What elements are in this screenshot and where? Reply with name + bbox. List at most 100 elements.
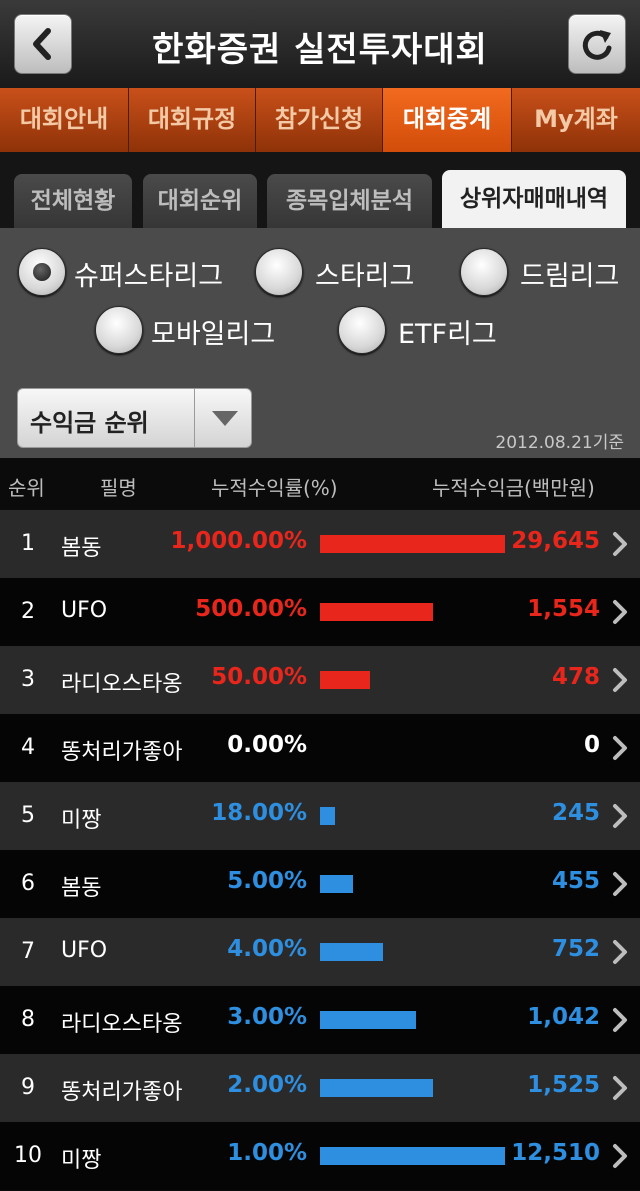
league-radio-star[interactable]: 스타리그: [255, 248, 425, 298]
dropdown-divider: [194, 389, 195, 447]
row-profit-amount: 1,525: [527, 1072, 600, 1098]
radio-circle: [460, 248, 508, 296]
chevron-right-icon: [613, 736, 627, 760]
row-return-rate: 2.00%: [227, 1072, 307, 1098]
row-profit-bar: [320, 943, 383, 961]
header-rank: 순위: [8, 476, 45, 500]
header-rate: 누적수익률(%): [211, 476, 338, 500]
league-radio-dream[interactable]: 드림리그: [460, 248, 630, 298]
row-return-rate: 4.00%: [227, 936, 307, 962]
league-label: 슈퍼스타리그: [74, 261, 224, 292]
chevron-left-icon: [33, 28, 51, 60]
row-nickname: 라디오스타옹: [61, 1012, 183, 1037]
subtab-top-trades[interactable]: 상위자매매내역: [442, 170, 626, 228]
row-nickname: 봄동: [61, 876, 102, 901]
back-button[interactable]: [14, 14, 72, 74]
league-radio-etf[interactable]: ETF리그: [338, 306, 518, 356]
main-tab-bar: 대회안내 대회규정 참가신청 대회중계 My계좌: [0, 88, 640, 152]
league-radio-superstar[interactable]: 슈퍼스타리그: [18, 248, 228, 298]
row-profit-amount: 245: [551, 800, 600, 826]
row-nickname: 봄동: [61, 536, 102, 561]
row-rank: 8: [21, 1007, 35, 1032]
table-row[interactable]: 9 똥처리가좋아 2.00% 1,525: [0, 1054, 640, 1122]
table-header: 순위 필명 누적수익률(%) 누적수익금(백만원): [0, 458, 640, 510]
row-return-rate: 50.00%: [211, 664, 307, 690]
row-nickname: 똥처리가좋아: [61, 1080, 183, 1105]
row-nickname: 똥처리가좋아: [61, 740, 183, 765]
table-row[interactable]: 3 라디오스타옹 50.00% 478: [0, 646, 640, 714]
table-row[interactable]: 7 UFO 4.00% 752: [0, 918, 640, 986]
header-amount: 누적수익금(백만원): [432, 476, 595, 500]
row-nickname: 미짱: [61, 808, 102, 833]
row-rank: 7: [21, 939, 35, 964]
row-nickname: UFO: [61, 938, 108, 963]
row-rank: 5: [21, 803, 35, 828]
app-header: 한화증권 실전투자대회: [0, 0, 640, 89]
row-return-rate: 0.00%: [227, 732, 307, 758]
table-row[interactable]: 8 라디오스타옹 3.00% 1,042: [0, 986, 640, 1054]
row-profit-bar: [320, 875, 353, 893]
table-row[interactable]: 1 봄동 1,000.00% 29,645: [0, 510, 640, 578]
league-label: 스타리그: [315, 261, 415, 292]
row-nickname: UFO: [61, 598, 108, 623]
chevron-right-icon: [613, 940, 627, 964]
row-nickname: 라디오스타옹: [61, 672, 183, 697]
sort-dropdown-value: 수익금 순위: [30, 409, 149, 437]
row-return-rate: 5.00%: [227, 868, 307, 894]
refresh-button[interactable]: [568, 14, 626, 74]
table-row[interactable]: 6 봄동 5.00% 455: [0, 850, 640, 918]
row-rank: 4: [21, 735, 35, 760]
tab-contest-broadcast[interactable]: 대회중계: [383, 88, 512, 152]
row-profit-bar: [320, 1011, 416, 1029]
league-label: 드림리그: [520, 261, 620, 292]
row-rank: 9: [21, 1075, 35, 1100]
radio-circle: [95, 306, 143, 354]
row-rank: 10: [14, 1143, 42, 1168]
row-rank: 2: [21, 599, 35, 624]
table-row[interactable]: 5 미짱 18.00% 245: [0, 782, 640, 850]
row-profit-amount: 0: [583, 732, 600, 758]
table-row[interactable]: 2 UFO 500.00% 1,554: [0, 578, 640, 646]
radio-dot: [33, 263, 51, 281]
chevron-right-icon: [613, 1076, 627, 1100]
subtab-stock-analysis[interactable]: 종목입체분석: [267, 174, 432, 228]
row-profit-amount: 12,510: [511, 1140, 600, 1166]
row-nickname: 미짱: [61, 1148, 102, 1173]
league-label: ETF리그: [398, 319, 497, 350]
chevron-right-icon: [613, 872, 627, 896]
row-profit-amount: 455: [551, 868, 600, 894]
tab-my-account[interactable]: My계좌: [512, 88, 640, 152]
chevron-right-icon: [613, 600, 627, 624]
row-profit-amount: 29,645: [511, 528, 600, 554]
subtab-ranking[interactable]: 대회순위: [143, 174, 257, 228]
row-profit-bar: [320, 535, 505, 553]
tab-apply[interactable]: 참가신청: [256, 88, 383, 152]
row-rank: 3: [21, 667, 35, 692]
header-name: 필명: [100, 476, 137, 500]
row-profit-amount: 1,042: [527, 1004, 600, 1030]
tab-contest-info[interactable]: 대회안내: [0, 88, 129, 152]
row-profit-amount: 478: [551, 664, 600, 690]
filter-panel: 슈퍼스타리그 스타리그 드림리그 모바일리그 ETF리그 수익금 순위 2012…: [0, 228, 640, 458]
row-rank: 6: [21, 871, 35, 896]
league-radio-mobile[interactable]: 모바일리그: [95, 306, 295, 356]
sub-tab-bar: 전체현황 대회순위 종목입체분석 상위자매매내역: [0, 152, 640, 228]
chevron-right-icon: [613, 1144, 627, 1168]
chevron-right-icon: [613, 668, 627, 692]
table-row[interactable]: 10 미짱 1.00% 12,510: [0, 1122, 640, 1190]
row-profit-bar: [320, 671, 370, 689]
row-rank: 1: [21, 531, 35, 556]
table-row[interactable]: 4 똥처리가좋아 0.00% 0: [0, 714, 640, 782]
row-profit-amount: 1,554: [527, 596, 600, 622]
row-return-rate: 1.00%: [227, 1140, 307, 1166]
subtab-overall-status[interactable]: 전체현황: [14, 174, 132, 228]
row-return-rate: 500.00%: [195, 596, 307, 622]
sort-dropdown[interactable]: 수익금 순위: [17, 388, 252, 448]
chevron-right-icon: [613, 532, 627, 556]
chevron-right-icon: [613, 1008, 627, 1032]
tab-contest-rules[interactable]: 대회규정: [129, 88, 256, 152]
refresh-icon: [582, 30, 612, 60]
page-title: 한화증권 실전투자대회: [152, 30, 488, 70]
row-return-rate: 18.00%: [211, 800, 307, 826]
chevron-right-icon: [613, 804, 627, 828]
